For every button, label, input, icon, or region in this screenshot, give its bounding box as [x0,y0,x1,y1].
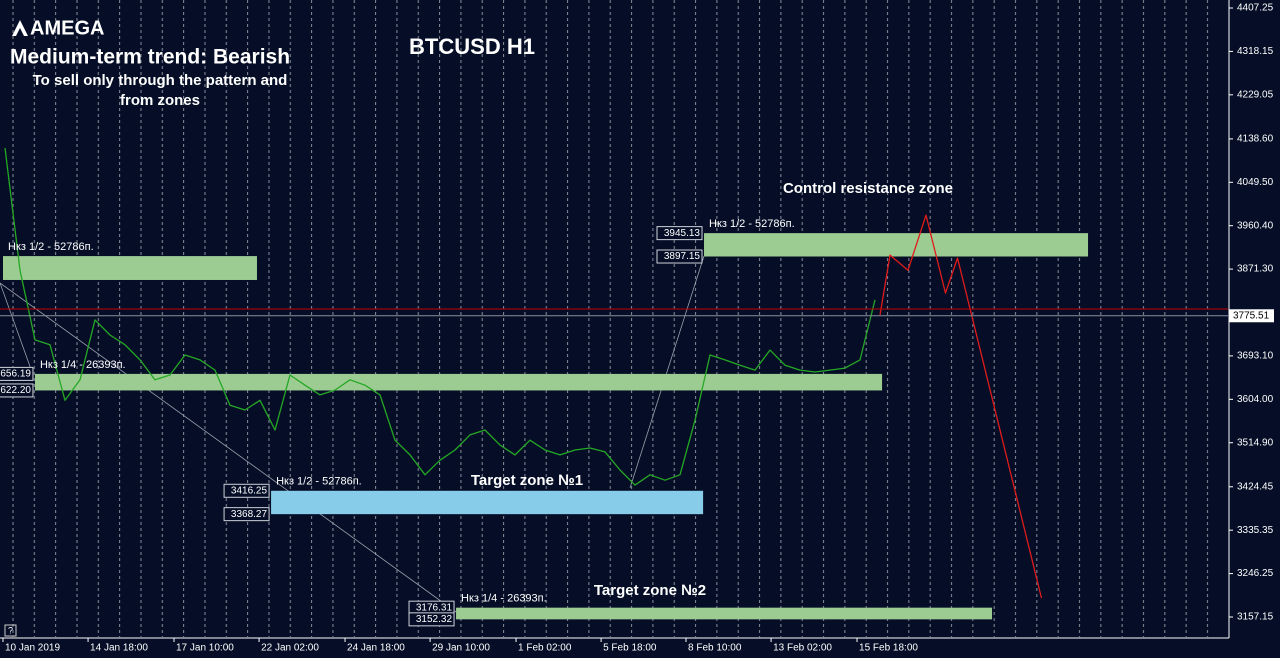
zone [456,607,993,620]
price-tag: 3897.15 [664,251,701,262]
y-tick-label: 3246.25 [1237,568,1274,579]
zone-note: Control resistance zone [783,180,953,197]
x-tick-label: 14 Jan 18:00 [90,643,148,654]
price-level-box [1229,309,1274,323]
y-tick-label: 4049.50 [1237,177,1274,188]
zone [3,256,257,280]
price-tag: 3656.19 [0,369,31,380]
zone-label: Нкз 1/2 - 52786п. [276,476,362,488]
y-tick-label: 3335.35 [1237,525,1274,536]
price-tag-box [408,612,455,627]
price-tag: 3945.13 [664,228,701,239]
x-tick-label: 5 Feb 18:00 [603,643,657,654]
x-tick-label: 29 Jan 10:00 [432,643,490,654]
help-box[interactable] [4,624,17,637]
logo-icon [12,20,28,36]
subtitle: from zones [120,92,200,109]
price-tag: 3152.32 [416,614,453,625]
y-tick-label: 3157.15 [1237,612,1274,623]
plot-area [0,147,1228,620]
trend-line [629,255,705,489]
zone-label: Нкз 1/4 - 26393п. [461,593,547,605]
logo: AMEGA [30,17,104,39]
zone-label: Нкз 1/4 - 26393п. [40,359,126,371]
y-tick-label: 4138.60 [1237,134,1274,145]
y-tick-label: 3514.90 [1237,437,1274,448]
zone-label: Нкз 1/2 - 52786п. [709,218,795,230]
chart-title: BTCUSD H1 [409,34,535,59]
y-tick-label: 4318.15 [1237,46,1274,57]
price-tag-box [656,249,703,264]
price-tag-box [656,226,703,241]
price-tag-box [0,383,34,398]
x-tick-label: 10 Jan 2019 [5,643,60,654]
price-line [4,147,876,486]
x-tick-label: 15 Feb 18:00 [859,643,918,654]
x-tick-label: 24 Jan 18:00 [347,643,405,654]
price-level-label: 3775.51 [1233,310,1270,321]
trend-line [0,282,33,373]
x-tick-label: 22 Jan 02:00 [261,643,319,654]
zone [704,233,1089,257]
zone-note: Target zone №1 [471,472,583,489]
help[interactable]: ? [8,625,13,635]
y-tick-label: 4229.05 [1237,89,1274,100]
price-tag: 3622.20 [0,385,31,396]
y-tick-label: 3960.40 [1237,220,1274,231]
y-tick-label: 4407.25 [1237,3,1274,14]
grid-pattern [0,0,1228,637]
x-tick-label: 13 Feb 02:00 [773,643,832,654]
price-tag: 3368.27 [231,509,268,520]
y-tick-label: 3604.00 [1237,394,1274,405]
price-tag-box [0,366,34,381]
price-tag-box [223,483,270,498]
zone-note: Target zone №2 [594,582,706,599]
trend-line [0,282,457,613]
x-tick-label: 8 Feb 10:00 [688,643,742,654]
price-tag: 3416.25 [231,485,268,496]
zone [271,490,704,515]
x-tick-label: 17 Jan 10:00 [176,643,234,654]
headline: Medium-term trend: Bearish [10,46,290,69]
zone-label: Нкз 1/2 - 52786п. [8,241,94,253]
x-tick-label: 1 Feb 02:00 [518,643,572,654]
price-tag: 3176.31 [416,602,453,613]
zone [34,373,883,391]
y-tick-label: 3871.30 [1237,264,1274,275]
price-line [879,214,1043,599]
y-tick-label: 3424.45 [1237,481,1274,492]
y-tick-label: 3693.10 [1237,351,1274,362]
price-tag-box [223,507,270,522]
subtitle: To sell only through the pattern and [33,72,288,89]
